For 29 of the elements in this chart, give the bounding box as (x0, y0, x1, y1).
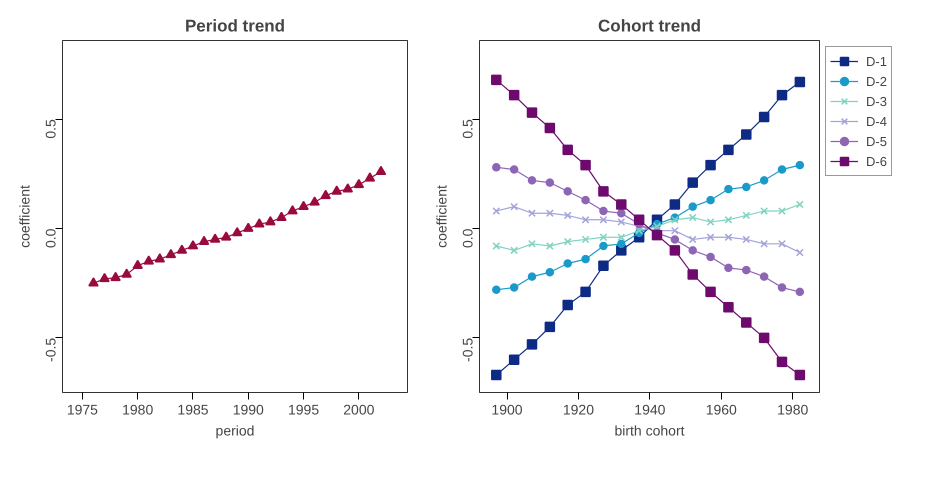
x-tick-label: 1975 (66, 402, 98, 418)
x-tick-label: 1940 (634, 402, 666, 418)
y-tick-label: 0.5 (460, 118, 476, 139)
x-tick-label: 1960 (706, 402, 738, 418)
x-tick-label: 1990 (232, 402, 264, 418)
x-tick-label: 2000 (343, 402, 375, 418)
legend-label: D-5 (866, 134, 887, 148)
chart-title: Period trend (184, 16, 286, 36)
legend-label: D-4 (866, 114, 887, 128)
y-tick-label: -0.5 (460, 338, 476, 362)
x-tick-label: 1920 (562, 402, 594, 418)
x-tick-label: 1980 (777, 402, 808, 418)
legend-label: D-1 (866, 54, 887, 68)
y-tick-label: 0.0 (460, 228, 476, 248)
legend-label: D-3 (866, 94, 887, 108)
legend-label: D-6 (866, 154, 887, 168)
x-tick-label: 1900 (491, 402, 523, 418)
x-tick-label: 1985 (177, 402, 209, 418)
y-axis-title: coefficient (16, 185, 32, 248)
legend-label: D-2 (866, 74, 887, 88)
x-tick-label: 1995 (288, 402, 320, 418)
y-tick-label: 0.5 (42, 118, 58, 139)
x-tick-label: 1980 (122, 402, 154, 418)
x-axis-title: period (216, 422, 254, 438)
y-tick-label: 0.0 (42, 228, 58, 248)
chart-title: Cohort trend (598, 16, 701, 36)
y-axis-title: coefficient (434, 185, 450, 248)
y-tick-label: -0.5 (42, 338, 58, 362)
x-axis-title: birth cohort (614, 422, 685, 438)
